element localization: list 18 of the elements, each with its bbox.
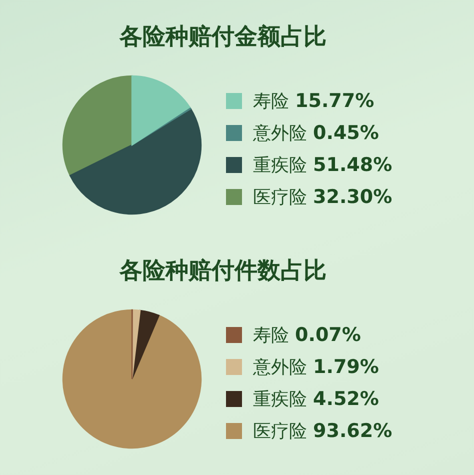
legend-label: 重疾险	[253, 388, 307, 411]
legend-label: 医疗险	[253, 186, 307, 209]
data-label: 51.48%	[313, 154, 392, 176]
data-label: 0.45%	[313, 122, 379, 144]
legend-label: 寿险	[253, 324, 289, 347]
legend-label: 意外险	[253, 122, 307, 145]
data-label: 0.07%	[295, 324, 361, 346]
chart-title: 各险种赔付件数占比	[120, 258, 326, 284]
data-label: 4.52%	[313, 388, 379, 410]
legend-label: 寿险	[253, 90, 289, 113]
data-label: 32.30%	[313, 186, 392, 208]
legend-label: 意外险	[253, 356, 307, 379]
data-label: 1.79%	[313, 356, 379, 378]
data-label: 15.77%	[295, 90, 374, 112]
chart-title: 各险种赔付金额占比	[120, 24, 326, 50]
data-label: 93.62%	[313, 420, 392, 442]
legend-label: 重疾险	[253, 154, 307, 177]
legend-label: 医疗险	[253, 420, 307, 443]
